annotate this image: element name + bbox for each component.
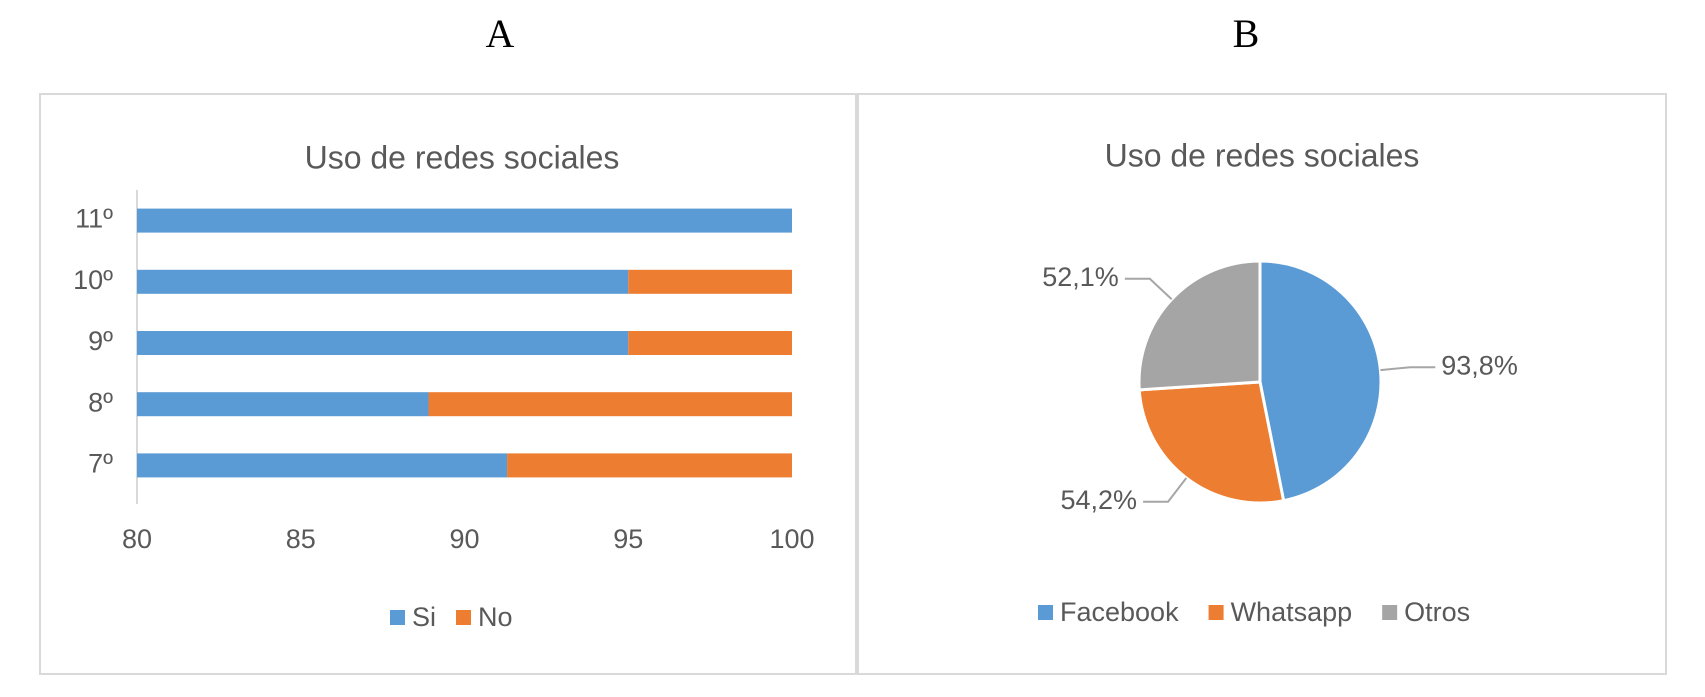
legend-label: Si <box>412 602 436 632</box>
data-label: 93,8% <box>1441 350 1518 380</box>
chart-title: Uso de redes sociales <box>305 139 620 175</box>
bar <box>137 269 629 294</box>
legend-swatch <box>1382 605 1398 620</box>
x-tick-label: 95 <box>613 524 643 554</box>
pie-slice <box>1258 259 1383 503</box>
bar <box>137 392 429 417</box>
bar <box>137 453 508 478</box>
y-tick-label: 10º <box>73 265 113 295</box>
bar <box>628 269 792 294</box>
panel-label: B <box>1233 11 1260 56</box>
panel-a-frame <box>39 93 857 675</box>
pie-slice <box>1137 380 1286 505</box>
bar <box>628 331 792 355</box>
legend-label: Facebook <box>1060 597 1179 627</box>
legend-label: Whatsapp <box>1231 597 1353 627</box>
legend-swatch <box>1208 605 1224 620</box>
legend-label: Otros <box>1404 597 1470 627</box>
leader-line <box>1143 477 1188 503</box>
leader-line <box>1380 366 1436 372</box>
y-tick-label: 8º <box>88 387 113 417</box>
bar <box>507 453 792 478</box>
bar <box>137 208 792 233</box>
x-tick-label: 90 <box>449 524 479 554</box>
legend-swatch <box>1038 605 1053 620</box>
legend-swatch <box>456 610 472 625</box>
data-label: 54,2% <box>1060 485 1137 515</box>
bar <box>428 392 792 417</box>
bar <box>137 331 629 355</box>
panel-b-frame <box>857 93 1667 675</box>
leader-line <box>1124 277 1173 301</box>
panel-label: A <box>486 11 515 56</box>
chart-title: Uso de redes sociales <box>1105 137 1420 173</box>
x-tick-label: 85 <box>286 524 316 554</box>
x-tick-label: 80 <box>122 524 152 554</box>
x-tick-label: 100 <box>769 524 814 554</box>
pie-slice <box>1137 259 1262 392</box>
y-tick-label: 11º <box>75 204 113 234</box>
legend-swatch <box>390 610 405 625</box>
y-tick-label: 7º <box>88 449 113 479</box>
data-label: 52,1% <box>1042 262 1119 292</box>
y-tick-label: 9º <box>88 326 113 356</box>
legend-label: No <box>478 602 513 632</box>
